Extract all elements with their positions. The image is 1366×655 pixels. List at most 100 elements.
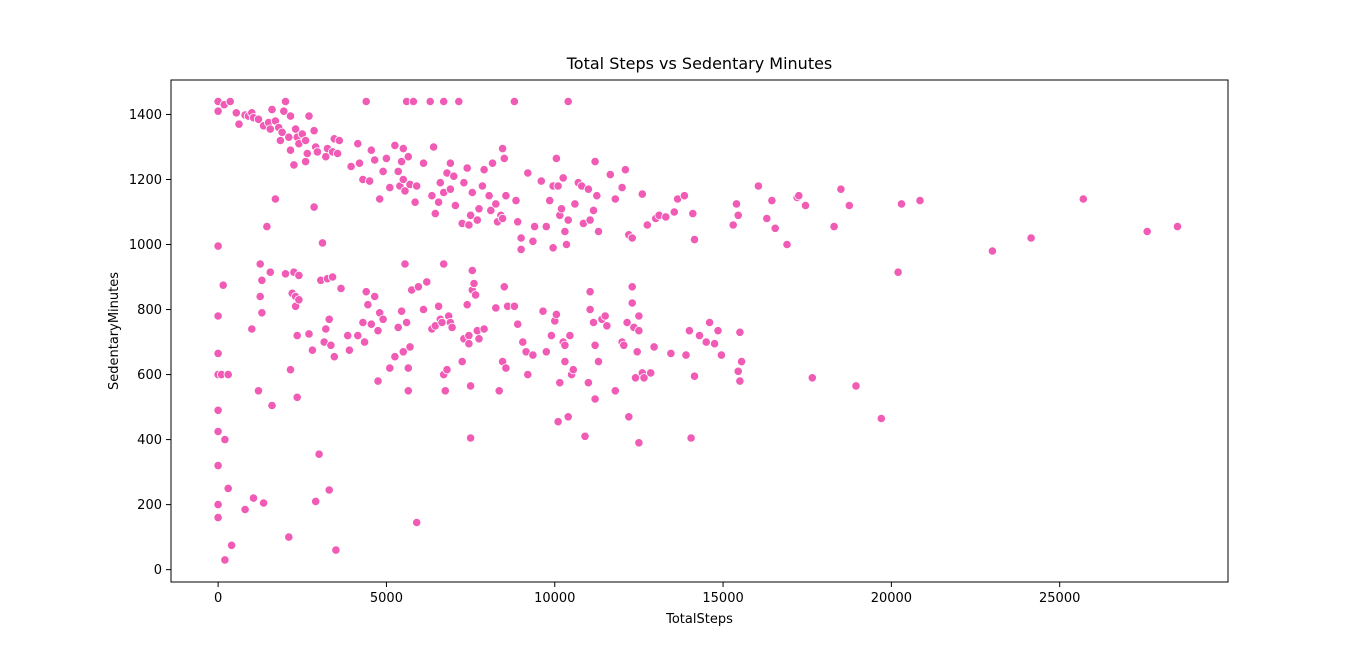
data-point: [800, 200, 811, 211]
data-point: [327, 272, 338, 282]
data-point: [213, 241, 223, 251]
data-point: [231, 108, 241, 118]
data-point: [736, 356, 747, 367]
data-point: [669, 207, 679, 217]
data-point: [398, 174, 408, 185]
data-point: [716, 350, 727, 360]
data-point: [561, 239, 572, 250]
data-point: [247, 324, 257, 334]
y-tick-label: 800: [137, 303, 162, 318]
data-point: [321, 324, 331, 334]
data-point: [516, 244, 526, 254]
data-point: [370, 291, 380, 302]
data-point: [213, 460, 223, 471]
data-point: [292, 392, 302, 402]
data-point: [501, 191, 511, 201]
data-point: [602, 321, 612, 331]
data-point: [425, 96, 435, 107]
x-tick-label: 25000: [1039, 591, 1080, 606]
data-point: [225, 96, 235, 107]
data-point: [464, 339, 474, 349]
data-point: [385, 363, 395, 373]
data-point: [314, 449, 324, 459]
data-point: [398, 347, 408, 357]
data-point: [257, 308, 267, 318]
data-point: [1172, 222, 1183, 232]
data-point: [551, 153, 562, 163]
data-point: [454, 96, 464, 107]
data-point: [309, 202, 319, 212]
data-point: [555, 378, 565, 388]
data-point: [513, 319, 523, 329]
data-point: [378, 314, 388, 324]
data-point: [220, 555, 230, 565]
data-point: [373, 376, 383, 386]
data-point: [294, 270, 304, 280]
data-point: [400, 186, 410, 196]
data-point: [223, 369, 233, 380]
data-point: [794, 191, 804, 201]
data-point: [634, 438, 644, 448]
data-point: [240, 504, 250, 515]
data-point: [280, 96, 291, 107]
data-point: [593, 226, 604, 237]
data-point: [433, 301, 444, 311]
x-tick-label: 0: [214, 591, 222, 606]
data-point: [279, 106, 289, 116]
data-point: [536, 176, 546, 186]
data-point: [486, 205, 496, 215]
data-point: [585, 215, 595, 225]
data-point: [590, 394, 600, 404]
data-point: [987, 246, 998, 256]
data-point: [464, 330, 474, 341]
data-point: [400, 259, 410, 269]
data-point: [440, 386, 450, 396]
data-point: [262, 222, 272, 232]
data-point: [332, 148, 343, 159]
data-point: [605, 170, 615, 180]
data-point: [467, 187, 477, 198]
data-point: [686, 433, 696, 443]
data-point: [469, 278, 479, 289]
data-point: [617, 183, 627, 193]
data-point: [548, 243, 558, 253]
data-point: [634, 311, 644, 321]
data-point: [307, 345, 317, 355]
data-point: [553, 417, 563, 427]
data-point: [518, 337, 528, 347]
data-point: [255, 259, 265, 269]
data-point: [538, 306, 548, 316]
data-point: [1026, 233, 1036, 243]
data-point: [704, 317, 715, 328]
data-point: [465, 210, 476, 220]
data-point: [218, 280, 228, 290]
data-point: [334, 135, 344, 146]
data-point: [523, 369, 533, 380]
data-point: [267, 400, 277, 411]
data-point: [412, 181, 422, 191]
data-point: [560, 340, 570, 350]
data-point: [474, 204, 484, 214]
data-point: [403, 363, 413, 373]
data-point: [590, 340, 600, 350]
data-point: [430, 209, 440, 219]
data-point: [253, 114, 264, 124]
data-point: [588, 317, 599, 328]
data-point: [782, 239, 792, 250]
data-point: [464, 220, 474, 230]
data-point: [324, 314, 334, 324]
data-point: [583, 378, 594, 388]
data-point: [642, 220, 652, 230]
data-point: [311, 496, 321, 506]
data-point: [442, 365, 452, 375]
x-tick-label: 20000: [871, 591, 912, 606]
data-point: [588, 205, 599, 215]
data-point: [418, 158, 429, 168]
data-point: [326, 340, 336, 350]
data-point: [398, 144, 408, 154]
data-point: [289, 160, 299, 170]
data-point: [403, 386, 413, 396]
data-point: [568, 365, 578, 375]
data-point: [220, 434, 230, 445]
data-point: [560, 356, 570, 367]
